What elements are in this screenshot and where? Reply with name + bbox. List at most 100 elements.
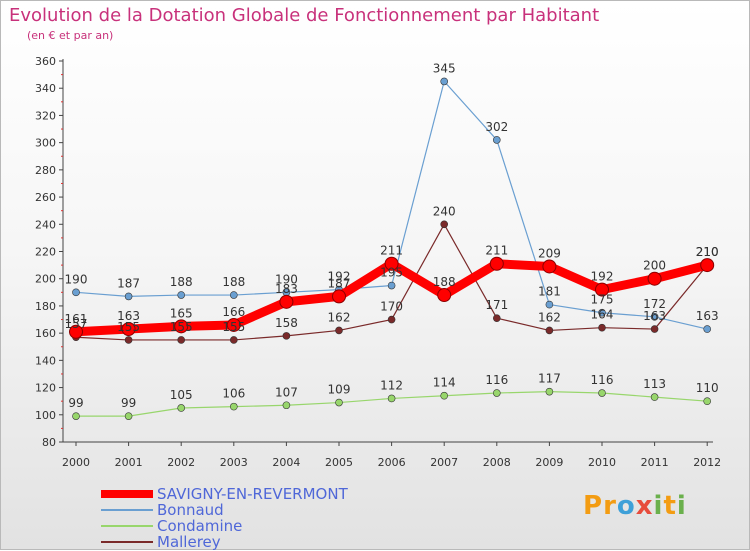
line-chart: 80 100 120 140 160 180 200 220 240 260 280 300 320 34…: [35, 55, 721, 469]
chart-subtitle: (en € et par an): [27, 29, 114, 42]
data-label-bonnaud: 302: [485, 120, 508, 134]
y-tick-label: 260: [35, 191, 56, 204]
data-point-savigny-en-revermont: [121, 322, 136, 337]
data-label-savigny-en-revermont: 183: [275, 282, 298, 296]
legend: SAVIGNY-EN-REVERMONT Bonnaud Condamine Mall…: [101, 486, 348, 550]
data-label-condamine: 116: [591, 373, 614, 387]
data-label-mallerey: 162: [538, 310, 561, 324]
x-tick-label: 2010: [588, 456, 616, 469]
legend-swatch: [101, 525, 153, 527]
data-label-bonnaud: 175: [591, 293, 614, 307]
data-point-condamine: [177, 404, 185, 412]
data-point-mallerey: [650, 325, 659, 333]
data-label-condamine: 105: [170, 388, 193, 402]
data-point-savigny-en-revermont: [700, 258, 715, 273]
data-point-mallerey: [177, 336, 185, 344]
x-tick-label: 2000: [62, 456, 90, 469]
data-label-bonnaud: 190: [275, 272, 298, 286]
data-point-savigny-en-revermont: [226, 317, 241, 332]
data-point-savigny-en-revermont: [69, 324, 83, 339]
x-tick-label: 2001: [115, 456, 143, 469]
proxiti-logo: Proxiti: [583, 491, 687, 521]
data-point-condamine: [545, 387, 554, 396]
data-label-bonnaud: 192: [328, 270, 351, 284]
data-point-savigny-en-revermont: [332, 289, 346, 304]
data-point-mallerey: [545, 326, 554, 335]
data-label-savigny-en-revermont: 166: [222, 305, 245, 319]
data-label-savigny-en-revermont: 163: [117, 309, 140, 323]
data-point-mallerey: [492, 314, 501, 322]
data-label-condamine: 113: [643, 377, 666, 391]
data-point-condamine: [650, 393, 659, 401]
data-label-savigny-en-revermont: 188: [433, 275, 456, 289]
data-label-mallerey: 155: [170, 320, 193, 334]
data-label-condamine: 109: [328, 383, 351, 397]
legend-swatch: [101, 490, 153, 498]
data-label-savigny-en-revermont: 210: [696, 245, 719, 259]
legend-label: Bonnaud: [157, 501, 224, 519]
data-label-bonnaud: 187: [117, 276, 140, 290]
data-label-mallerey: 162: [328, 310, 351, 324]
data-point-bonnaud: [598, 308, 606, 317]
data-point-savigny-en-revermont: [542, 259, 557, 274]
data-point-bonnaud: [545, 300, 554, 309]
data-point-savigny-en-revermont: [437, 288, 452, 303]
data-label-condamine: 116: [485, 373, 508, 387]
x-tick-label: 2008: [483, 456, 511, 469]
data-label-mallerey: 157: [65, 317, 88, 331]
x-tick-label: 2005: [325, 456, 353, 469]
y-tick-label: 240: [35, 218, 56, 231]
data-label-mallerey: 240: [433, 204, 456, 218]
y-tick-label: 320: [35, 109, 56, 122]
data-label-bonnaud: 172: [643, 297, 666, 311]
data-label-mallerey: 163: [643, 309, 666, 323]
data-label-condamine: 99: [121, 396, 136, 410]
y-tick-label: 340: [35, 82, 56, 95]
y-tick-label: 160: [35, 327, 56, 340]
data-point-savigny-en-revermont: [384, 256, 399, 271]
data-label-savigny-en-revermont: 161: [65, 312, 88, 326]
data-label-condamine: 114: [433, 376, 456, 390]
legend-label: Mallerey: [157, 533, 221, 551]
x-tick-label: 2002: [167, 456, 195, 469]
y-tick-label: 80: [42, 436, 56, 449]
x-tick-label: 2011: [641, 456, 669, 469]
data-point-condamine: [230, 402, 238, 411]
data-label-savigny-en-revermont: 192: [591, 270, 614, 284]
y-tick-label: 280: [35, 164, 56, 177]
data-point-bonnaud: [703, 325, 712, 333]
data-point-bonnaud: [177, 291, 185, 299]
data-label-mallerey: 155: [117, 320, 140, 334]
y-tick-label: 140: [35, 354, 56, 367]
logo-letter: o: [616, 491, 636, 521]
data-label-condamine: 106: [222, 387, 245, 401]
data-point-mallerey: [335, 326, 343, 335]
data-point-condamine: [282, 401, 291, 410]
data-label-bonnaud: 345: [433, 61, 456, 75]
data-point-bonnaud: [230, 291, 238, 299]
data-label-bonnaud: 190: [65, 272, 88, 286]
legend-swatch: [101, 541, 153, 543]
data-label-bonnaud: 181: [538, 285, 561, 299]
legend-item-bonnaud: Bonnaud: [101, 502, 348, 518]
data-point-bonnaud: [650, 313, 659, 321]
data-point-mallerey: [230, 336, 238, 344]
y-tick-label: 360: [35, 55, 56, 68]
data-label-condamine: 107: [275, 385, 298, 399]
data-point-condamine: [387, 394, 396, 403]
legend-label: SAVIGNY-EN-REVERMONT: [157, 485, 348, 503]
logo-letter: x: [635, 491, 654, 521]
data-point-mallerey: [282, 332, 291, 340]
legend-item-mallerey: Mallerey: [101, 534, 348, 550]
data-label-savigny-en-revermont: 165: [170, 306, 193, 320]
data-point-condamine: [72, 412, 80, 420]
data-label-savigny-en-revermont: 211: [380, 244, 403, 258]
chart-title: Evolution de la Dotation Globale de Fonc…: [9, 5, 600, 26]
legend-item-savigny-en-revermont: SAVIGNY-EN-REVERMONT: [101, 486, 348, 502]
data-point-savigny-en-revermont: [489, 256, 504, 271]
legend-swatch: [101, 509, 153, 511]
data-label-bonnaud: 195: [380, 266, 403, 280]
y-tick-label: 300: [35, 137, 56, 150]
data-point-bonnaud: [72, 288, 80, 297]
